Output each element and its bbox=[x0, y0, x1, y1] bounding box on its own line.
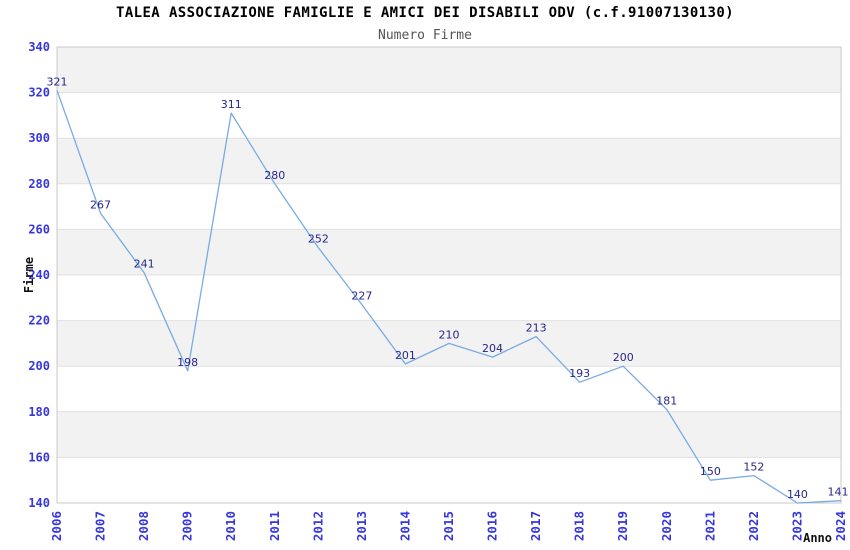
x-tick-label: 2007 bbox=[93, 511, 108, 541]
y-tick-label: 220 bbox=[28, 314, 50, 328]
x-tick-label: 2015 bbox=[441, 511, 456, 541]
data-label: 267 bbox=[90, 198, 111, 211]
y-tick-label: 240 bbox=[28, 268, 50, 282]
data-label: 201 bbox=[395, 349, 416, 362]
plot-border bbox=[56, 46, 842, 504]
x-tick-label: 2013 bbox=[354, 511, 369, 541]
x-axis-title: Anno bbox=[803, 531, 832, 545]
plot-band bbox=[57, 411, 841, 458]
x-tick-label: 2006 bbox=[49, 511, 64, 541]
y-tick-label: 140 bbox=[28, 496, 50, 510]
data-label: 311 bbox=[221, 98, 242, 111]
data-label: 252 bbox=[308, 233, 329, 246]
x-tick-label: 2016 bbox=[485, 511, 500, 541]
data-label: 150 bbox=[700, 465, 721, 478]
data-label: 141 bbox=[828, 486, 849, 499]
x-tick-label: 2012 bbox=[310, 511, 325, 541]
x-tick-label: 2014 bbox=[397, 511, 412, 541]
data-label: 227 bbox=[351, 290, 372, 303]
chart-subtitle: Numero Firme bbox=[378, 28, 472, 43]
plot-band bbox=[57, 47, 841, 93]
data-label: 198 bbox=[177, 356, 198, 369]
x-tick-label: 2018 bbox=[572, 511, 587, 541]
y-tick-label: 200 bbox=[28, 359, 50, 373]
y-tick-label: 300 bbox=[28, 131, 50, 145]
x-tick-label: 2011 bbox=[267, 511, 282, 541]
data-label: 241 bbox=[134, 258, 155, 271]
x-tick-label: 2020 bbox=[659, 511, 674, 541]
y-tick-label: 260 bbox=[28, 222, 50, 236]
y-tick-label: 180 bbox=[28, 405, 50, 419]
data-label: 152 bbox=[743, 461, 764, 474]
x-tick-label: 2010 bbox=[223, 511, 238, 541]
y-axis-title: Firme bbox=[22, 256, 36, 294]
chart-title: TALEA ASSOCIAZIONE FAMIGLIE E AMICI DEI … bbox=[115, 5, 734, 21]
series-line bbox=[56, 90, 842, 504]
data-label: 321 bbox=[47, 75, 68, 88]
x-tick-label: 2024 bbox=[833, 511, 848, 541]
x-tick-label: 2021 bbox=[702, 511, 717, 541]
y-tick-label: 160 bbox=[28, 450, 50, 464]
y-tick-label: 320 bbox=[28, 86, 50, 100]
data-label: 200 bbox=[613, 351, 634, 364]
x-tick-label: 2009 bbox=[180, 511, 195, 541]
plot-band bbox=[57, 138, 841, 184]
data-label: 140 bbox=[787, 488, 808, 501]
plot-band bbox=[57, 229, 841, 275]
x-tick-label: 2023 bbox=[789, 511, 804, 541]
data-label: 213 bbox=[526, 322, 547, 335]
data-label: 204 bbox=[482, 342, 503, 355]
x-tick-label: 2017 bbox=[528, 511, 543, 541]
data-label: 280 bbox=[264, 169, 285, 182]
x-tick-label: 2022 bbox=[746, 511, 761, 541]
data-label: 193 bbox=[569, 367, 590, 380]
data-label: 210 bbox=[439, 328, 460, 341]
x-tick-label: 2019 bbox=[615, 511, 630, 541]
x-tick-label: 2008 bbox=[136, 511, 151, 541]
y-tick-label: 280 bbox=[28, 177, 50, 191]
data-label: 181 bbox=[656, 395, 677, 408]
y-tick-label: 340 bbox=[28, 40, 50, 54]
